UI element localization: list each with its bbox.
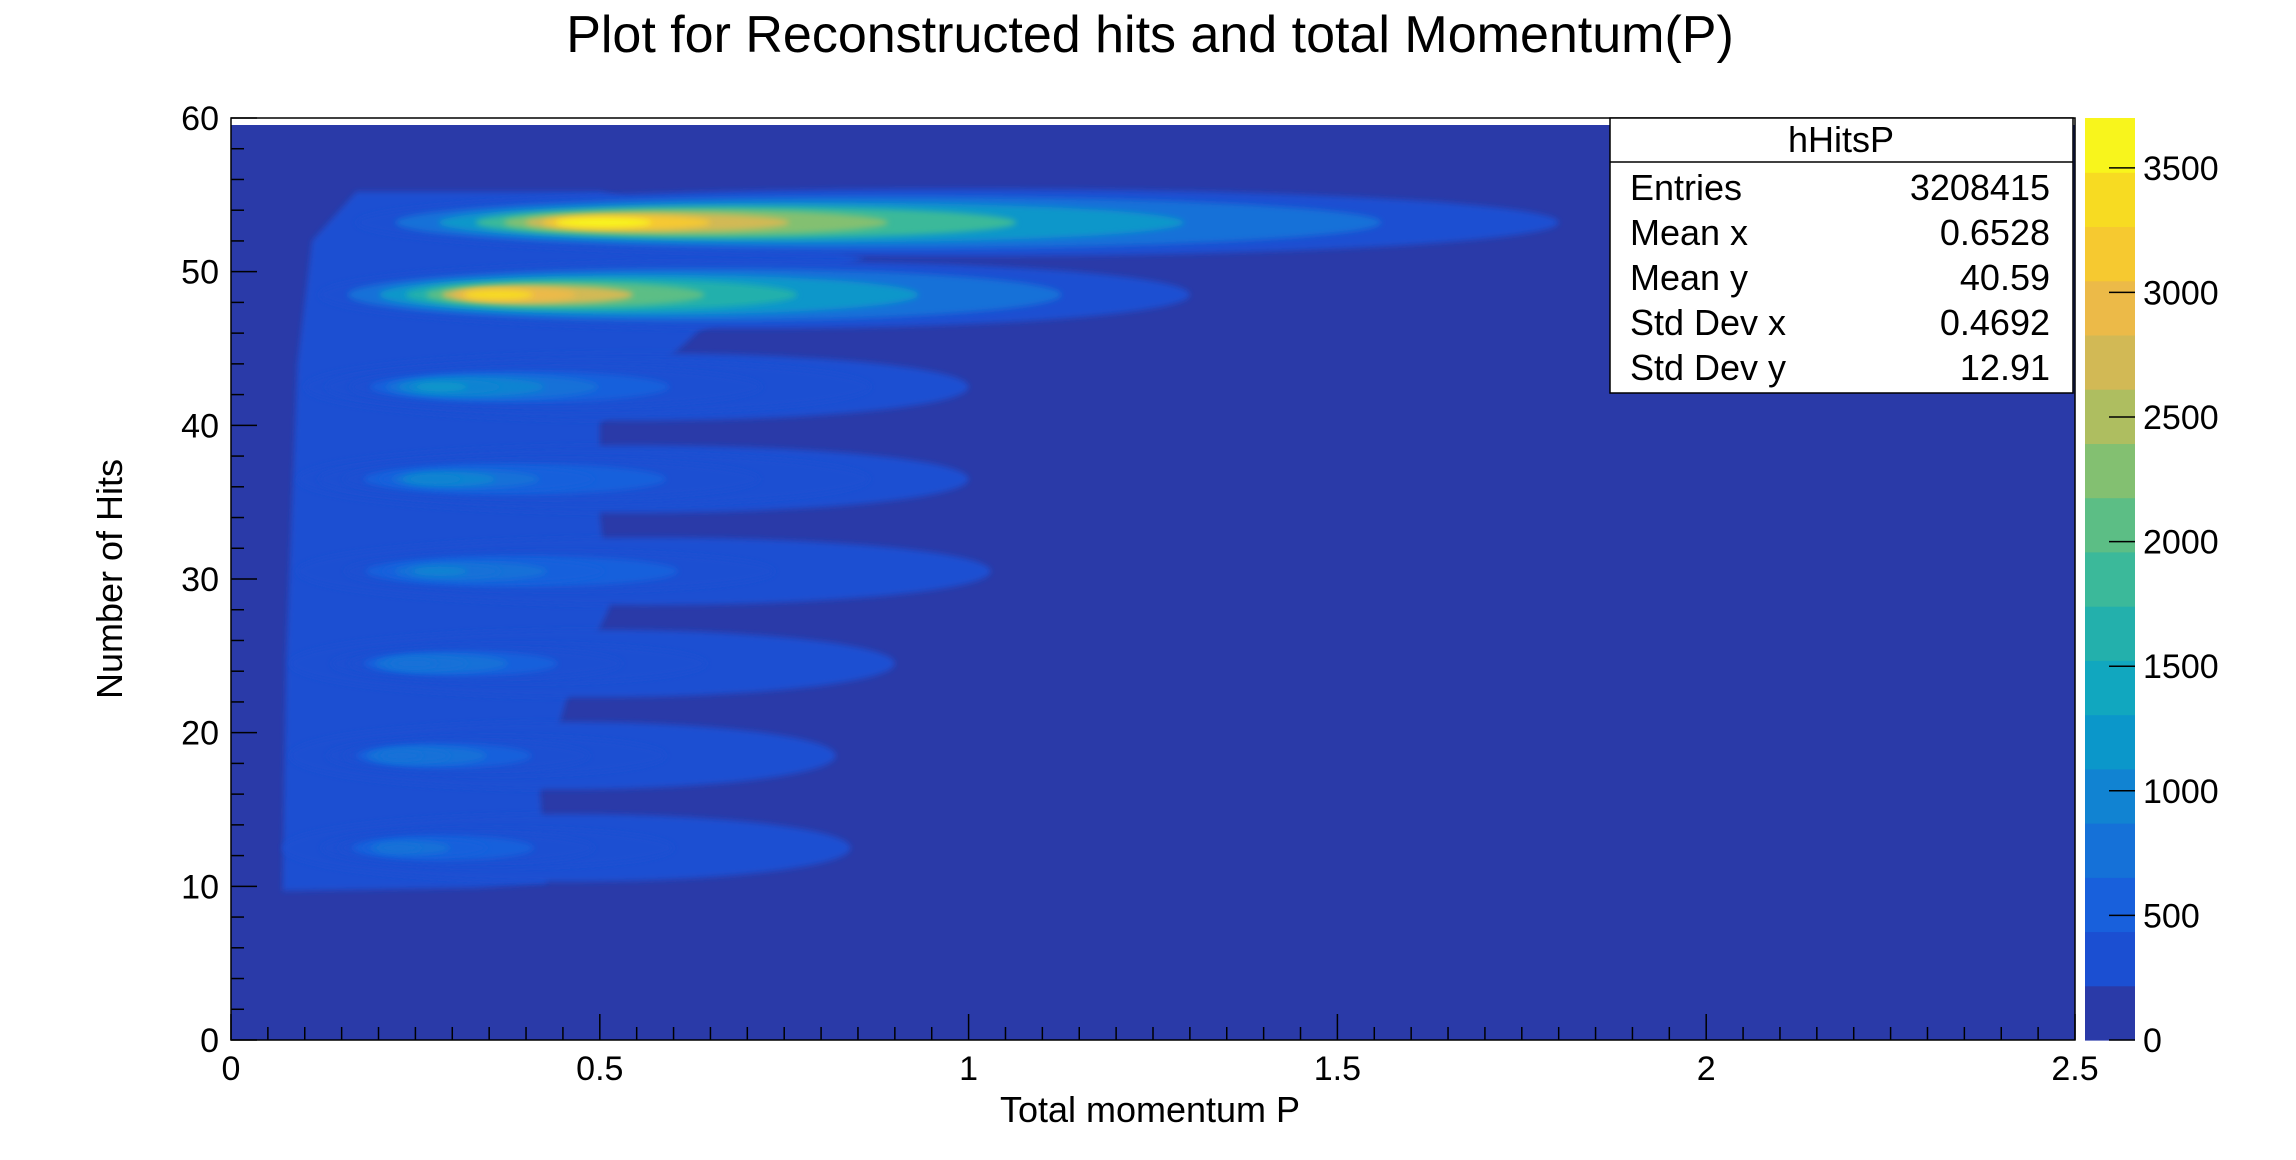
stats-row-label: Mean y: [1630, 257, 1748, 298]
stats-row-label: Mean x: [1630, 212, 1748, 253]
stats-row-label: Entries: [1630, 167, 1742, 208]
colorbar-segment: [2085, 660, 2135, 716]
stats-box-frame: [1609, 117, 2074, 394]
plot-top-strip: [231, 118, 2075, 125]
colorbar-segment: [2085, 118, 2135, 173]
x-axis-label: Total momentum P: [1000, 1089, 1300, 1130]
heatmap-band-level: [390, 658, 439, 669]
colorbar-tick-label: 3500: [2143, 150, 2219, 188]
color-scale: 0 500 1000 1500 2000 2500 3000 3500: [2085, 118, 2219, 1060]
y-tick-label: 10: [181, 868, 219, 906]
heatmap-band-7: [319, 260, 1190, 329]
heatmap-band-4: [297, 537, 991, 606]
y-tick-label: 50: [181, 254, 219, 292]
heatmap-band-level: [376, 843, 423, 853]
colorbar-segment: [2085, 172, 2135, 227]
y-tick-label: 20: [181, 715, 219, 753]
y-axis-label: Number of Hits: [89, 459, 130, 699]
heatmap-band-level: [380, 751, 425, 761]
colorbar-tick-label: 1500: [2143, 648, 2219, 686]
heatmap-band-3: [290, 629, 895, 698]
stats-rows: Entries 3208415 Mean x 0.6528 Mean y 40.59 Std…: [1630, 167, 2050, 388]
colorbar-segment: [2085, 226, 2135, 282]
heatmap-band-level: [408, 474, 463, 484]
stats-row-value: 12.91: [1960, 347, 2050, 388]
colorbar-tick-label: 1000: [2143, 773, 2219, 811]
colorbar-segment: [2085, 877, 2135, 933]
stats-row-value: 0.6528: [1940, 212, 2050, 253]
colorbar-segment: [2085, 551, 2135, 607]
y-tick-label: 30: [181, 561, 219, 599]
heatmap-band-8: [356, 188, 1559, 257]
x-tick-label: 0: [222, 1050, 241, 1088]
colorbar-segment: [2085, 985, 2135, 1041]
colorbar-segment: [2085, 334, 2135, 390]
stats-row-label: Std Dev y: [1630, 347, 1786, 388]
colorbar-segment: [2085, 443, 2135, 499]
colorbar-segment: [2085, 280, 2135, 336]
colorbar-tick-label: 0: [2143, 1022, 2162, 1060]
axes-layer: 0 0.5 1 1.5 2 2.5 0 10 20 30 40 50 60: [181, 100, 2098, 1088]
heatmap-band-6: [304, 353, 969, 421]
colorbar-segment: [2085, 606, 2135, 661]
stats-title: hHitsP: [1788, 119, 1894, 160]
colorbar-tick-label: 2500: [2143, 399, 2219, 437]
colorbar-segment: [2085, 497, 2135, 553]
stats-box: hHitsP Entries 3208415 Mean x 0.6528 Mean y 4…: [1609, 117, 2074, 394]
y-tick-label: 40: [181, 407, 219, 445]
x-tick-label: 2: [1697, 1050, 1716, 1088]
y-tick-label: 60: [181, 100, 219, 138]
x-tick-label: 0.5: [576, 1050, 623, 1088]
chart-title: Plot for Reconstructed hits and total Mo…: [566, 6, 1734, 64]
heatmap-band-2: [290, 721, 836, 790]
colorbar-segment: [2085, 714, 2135, 770]
heatmap-band-level: [463, 290, 534, 300]
x-tick-label: 1.5: [1314, 1050, 1361, 1088]
y-tick-label: 0: [200, 1022, 219, 1060]
colorbar-segment: [2085, 768, 2135, 824]
stats-row-label: Std Dev x: [1630, 302, 1786, 343]
heatmap-band-1: [282, 814, 851, 882]
colorbar-tick-label: 500: [2143, 897, 2200, 935]
heatmap-layer: [282, 188, 1559, 891]
heatmap-band-level: [555, 217, 652, 228]
colorbar-segment: [2085, 931, 2135, 987]
stats-row-value: 3208415: [1910, 167, 2050, 208]
colorbar-tick-label: 3000: [2143, 274, 2219, 312]
heatmap-band-5: [297, 445, 969, 513]
colorbar-segment: [2085, 823, 2135, 878]
x-tick-label: 1: [959, 1050, 978, 1088]
stats-row-value: 40.59: [1960, 257, 2050, 298]
colorbar-tick-label: 2000: [2143, 524, 2219, 562]
x-tick-label: 2.5: [2051, 1050, 2098, 1088]
heatmap-band-level: [412, 566, 468, 576]
stats-row-value: 0.4692: [1940, 302, 2050, 343]
heatmap-band-level: [414, 382, 468, 392]
